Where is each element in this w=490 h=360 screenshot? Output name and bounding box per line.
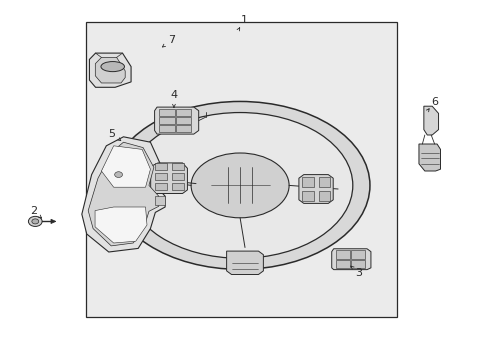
Bar [160,125,175,132]
Bar [160,117,175,124]
Polygon shape [151,163,187,194]
Bar [318,177,330,187]
Ellipse shape [191,153,289,218]
Polygon shape [155,107,199,134]
Bar [336,250,350,259]
Bar [302,191,314,201]
Bar [160,109,175,116]
Bar [351,260,365,268]
Bar [351,250,365,259]
Text: 5: 5 [108,129,115,139]
Polygon shape [82,137,165,252]
Circle shape [115,172,122,177]
Polygon shape [51,219,56,224]
Bar [155,196,165,205]
Text: 3: 3 [355,268,362,278]
Polygon shape [95,207,147,243]
Polygon shape [299,175,333,203]
Bar [86,22,397,317]
Text: 6: 6 [431,96,438,107]
Text: 2: 2 [30,206,37,216]
Polygon shape [101,146,150,187]
Polygon shape [424,106,439,135]
Text: 7: 7 [168,35,175,45]
Ellipse shape [127,113,353,258]
Polygon shape [332,249,371,270]
Bar [155,173,167,180]
Bar [318,191,330,201]
Circle shape [32,219,39,224]
Polygon shape [88,142,159,246]
Bar [176,117,191,124]
Polygon shape [226,251,264,274]
Bar [155,163,167,170]
Text: 1: 1 [241,15,247,25]
Bar [176,109,191,116]
Bar [172,183,183,190]
Polygon shape [89,53,131,87]
Bar [336,260,350,268]
Bar [176,125,191,132]
Circle shape [28,216,42,226]
Ellipse shape [101,62,124,72]
Ellipse shape [110,102,370,269]
Bar [155,183,167,190]
Bar [172,163,183,170]
Polygon shape [419,144,441,171]
Polygon shape [95,57,125,83]
Bar [172,173,183,180]
Text: 4: 4 [171,90,177,100]
Bar [302,177,314,187]
